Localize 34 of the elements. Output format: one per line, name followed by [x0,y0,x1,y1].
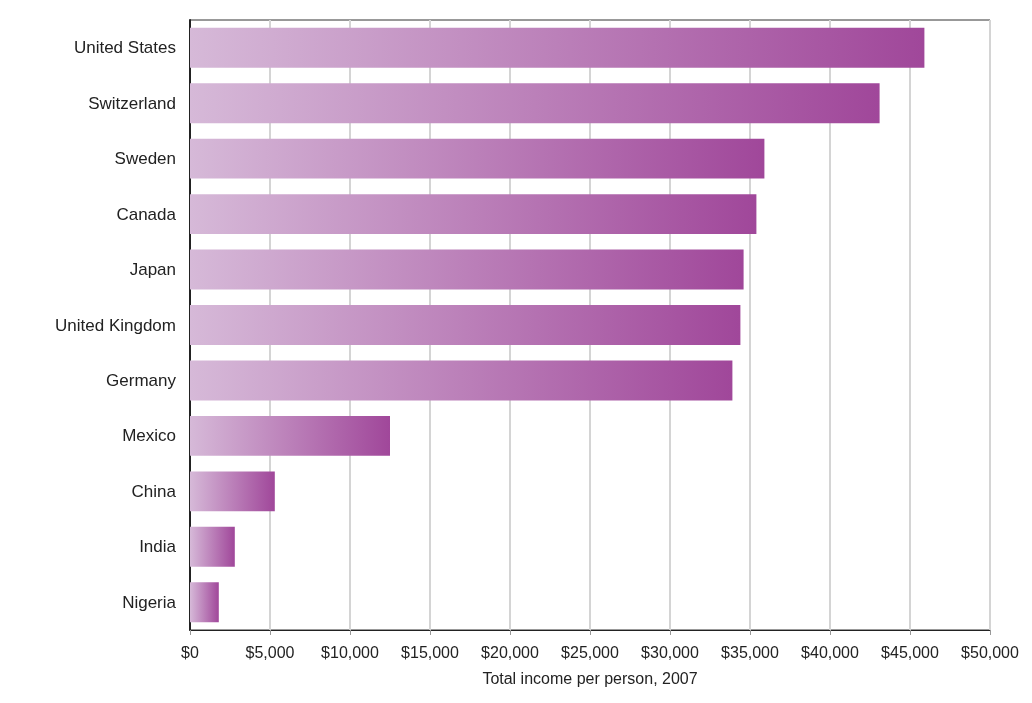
bar [190,360,733,401]
bar [190,582,219,623]
y-tick-label: India [139,537,177,557]
x-tick-label: $5,000 [245,643,295,661]
y-tick-label: Nigeria [122,592,177,612]
bar [190,249,744,290]
bar [190,27,925,68]
x-tick-label: $25,000 [561,643,620,661]
bar [190,415,390,456]
x-tick-label: $50,000 [961,643,1020,661]
bar [190,138,765,179]
y-tick-label: Sweden [114,149,176,169]
bar [190,83,880,124]
bar [190,526,235,567]
x-tick-label: $35,000 [721,643,780,661]
x-tick-label: $45,000 [881,643,940,661]
bar [190,194,757,235]
x-tick-label: $0 [181,643,199,661]
bar [190,471,275,512]
x-tick-label: $30,000 [641,643,700,661]
bar [190,305,741,345]
y-tick-label: United Kingdom [55,315,176,335]
x-axis-title: Total income per person, 2007 [482,669,698,687]
y-tick-label: Mexico [122,426,176,446]
y-tick-label: Switzerland [88,93,176,113]
y-tick-label: China [131,481,177,501]
x-tick-label: $40,000 [801,643,860,661]
y-tick-label: Canada [116,204,177,224]
x-tick-label: $15,000 [401,643,460,661]
y-tick-label: Japan [129,260,176,280]
y-tick-label: United States [73,38,176,58]
x-tick-label: $10,000 [321,643,380,661]
y-tick-label: Germany [106,370,177,390]
x-tick-label: $20,000 [481,643,540,661]
